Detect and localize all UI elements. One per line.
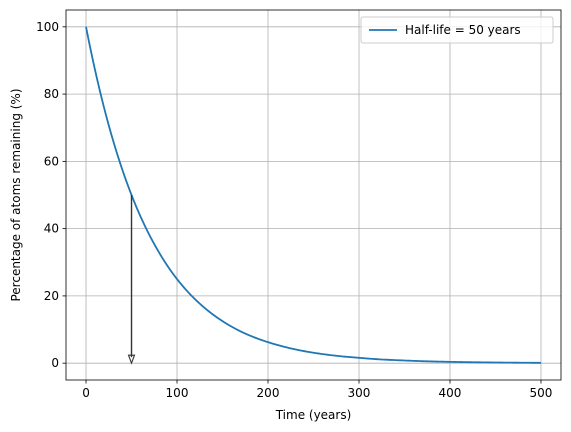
ticks: 0 100 200 300 400 500 0 20 40 60 80 100 bbox=[36, 20, 552, 400]
legend-box bbox=[360, 16, 554, 44]
x-tick-label: 400 bbox=[439, 386, 462, 400]
y-tick-label: 40 bbox=[44, 222, 59, 236]
x-tick-label: 300 bbox=[348, 386, 371, 400]
series-line-0 bbox=[85, 26, 541, 364]
x-axis-label: Time (years) bbox=[275, 408, 352, 422]
x-tick-label: 0 bbox=[82, 386, 90, 400]
y-tick-label: 100 bbox=[36, 20, 59, 34]
y-tick-label: 60 bbox=[44, 154, 59, 168]
legend-label: Half-life = 50 years bbox=[405, 23, 521, 37]
annotations-layer bbox=[127, 195, 136, 365]
x-tick-label: 100 bbox=[166, 386, 189, 400]
grid bbox=[66, 10, 561, 380]
series-layer bbox=[85, 26, 541, 364]
y-tick-label: 0 bbox=[51, 356, 59, 370]
y-axis-label: Percentage of atoms remaining (%) bbox=[9, 88, 23, 301]
plot-frame bbox=[65, 9, 562, 381]
x-tick-label: 500 bbox=[530, 386, 553, 400]
y-tick-label: 20 bbox=[44, 289, 59, 303]
x-tick-label: 200 bbox=[257, 386, 280, 400]
annotation-arrow-head bbox=[127, 354, 136, 365]
legend: Half-life = 50 years bbox=[360, 16, 554, 44]
y-tick-label: 80 bbox=[44, 87, 59, 101]
